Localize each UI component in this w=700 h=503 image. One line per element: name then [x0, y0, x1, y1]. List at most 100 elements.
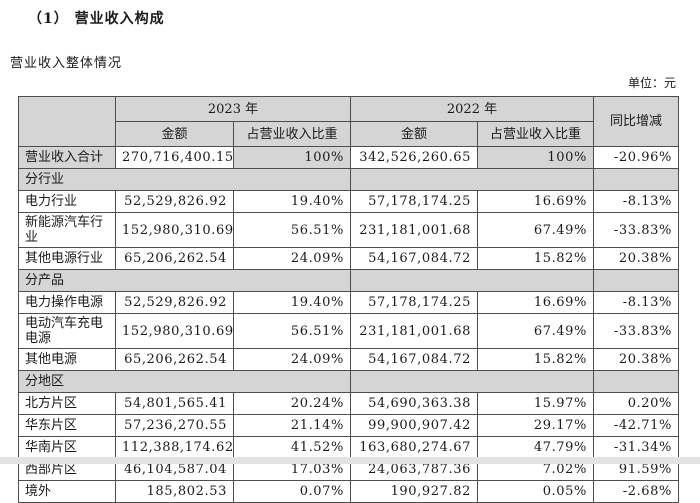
share-2023-cell: 0.07%	[233, 480, 351, 503]
section-fill-yoy	[593, 168, 679, 191]
amount-2023-cell: 65,206,262.54	[115, 247, 234, 270]
share-2022-cell: 16.69%	[477, 190, 594, 213]
amount-2022-header: 金额	[350, 121, 478, 147]
share-2023-cell: 19.40%	[233, 291, 351, 314]
section-fill-yoy	[593, 370, 679, 393]
yoy-cell: -33.83%	[593, 212, 679, 248]
amount-2022-cell: 163,680,274.67	[350, 436, 478, 459]
section-row: 分行业	[18, 168, 679, 191]
amount-2023-cell: 65,206,262.54	[115, 348, 234, 371]
table-row: 电力操作电源 52,529,826.92 19.40% 57,178,174.25 16…	[18, 291, 679, 314]
share-2023-cell: 21.14%	[233, 414, 351, 437]
row-label-cell: 北方片区	[18, 392, 116, 415]
yoy-cell: -8.13%	[593, 190, 679, 213]
share-2023-cell: 56.51%	[233, 313, 351, 349]
amount-2022-cell: 342,526,260.65	[350, 146, 478, 169]
row-label-cell: 新能源汽车行业	[18, 212, 116, 248]
revenue-composition-table: 2023 年 2022 年 同比增减 金额 占营业收入比重 金额 占营业收入比重…	[18, 96, 679, 503]
row-label-cell: 电力行业	[18, 190, 116, 213]
share-2022-cell: 15.97%	[477, 392, 594, 415]
amount-2023-cell: 185,802.53	[115, 480, 234, 503]
section-fill-2022	[350, 168, 594, 191]
share-2023-cell: 24.09%	[233, 348, 351, 371]
share-2023-header: 占营业收入比重	[233, 121, 351, 147]
share-2023-cell: 56.51%	[233, 212, 351, 248]
section-fill-2022	[350, 269, 594, 292]
section-row: 分产品	[18, 269, 679, 292]
row-label-cell: 华东片区	[18, 414, 116, 437]
row-label-cell: 其他电源	[18, 348, 116, 371]
table-row: 北方片区 54,801,565.41 20.24% 54,690,363.38 15.9…	[18, 392, 679, 415]
amount-2023-cell: 52,529,826.92	[115, 190, 234, 213]
section-row: 分地区	[18, 370, 679, 393]
share-2022-cell: 67.49%	[477, 313, 594, 349]
share-2022-cell: 15.82%	[477, 247, 594, 270]
yoy-cell: -20.96%	[593, 146, 679, 169]
amount-2022-cell: 57,178,174.25	[350, 291, 478, 314]
amount-2023-cell: 152,980,310.69	[115, 313, 234, 349]
amount-2023-cell: 152,980,310.69	[115, 212, 234, 248]
share-2022-cell: 47.79%	[477, 436, 594, 459]
table-row: 华东片区 57,236,270.55 21.14% 99,900,907.42 29.1…	[18, 414, 679, 437]
page-title: （1） 营业收入构成	[28, 11, 165, 27]
amount-2022-cell: 54,167,084.72	[350, 348, 478, 371]
share-2023-cell: 100%	[233, 146, 351, 169]
amount-2022-cell: 54,167,084.72	[350, 247, 478, 270]
table-row: 电动汽车充电电源 152,980,310.69 56.51% 231,181,001.…	[18, 313, 679, 349]
yoy-header: 同比增减	[593, 96, 679, 147]
share-2023-cell: 20.24%	[233, 392, 351, 415]
amount-2022-cell: 231,181,001.68	[350, 313, 478, 349]
amount-2023-cell: 54,801,565.41	[115, 392, 234, 415]
amount-2022-cell: 54,690,363.38	[350, 392, 478, 415]
table-row: 新能源汽车行业 152,980,310.69 56.51% 231,181,001.6…	[18, 212, 679, 248]
yoy-cell: 0.20%	[593, 392, 679, 415]
share-2022-cell: 16.69%	[477, 291, 594, 314]
table-row: 华南片区 112,388,174.62 41.52% 163,680,274.67 47…	[18, 436, 679, 459]
amount-2023-cell: 112,388,174.62	[115, 436, 234, 459]
share-2022-cell: 15.82%	[477, 348, 594, 371]
row-label-cell: 其他电源行业	[18, 247, 116, 270]
yoy-cell: -2.68%	[593, 480, 679, 503]
amount-2022-cell: 57,178,174.25	[350, 190, 478, 213]
amount-2022-cell: 99,900,907.42	[350, 414, 478, 437]
share-2022-cell: 0.05%	[477, 480, 594, 503]
table-header-row-measures: 金额 占营业收入比重 金额 占营业收入比重	[19, 121, 679, 147]
table-row: 其他电源 65,206,262.54 24.09% 54,167,084.72 15.8…	[18, 348, 679, 371]
yoy-cell: -8.13%	[593, 291, 679, 314]
table-row: 电力行业 52,529,826.92 19.40% 57,178,174.25 16.6…	[18, 190, 679, 213]
year-2022-header: 2022 年	[350, 96, 594, 122]
section-fill-yoy	[593, 269, 679, 292]
section-title-cell: 分行业	[18, 168, 351, 191]
share-2022-cell: 100%	[477, 146, 594, 169]
share-2022-cell: 29.17%	[477, 414, 594, 437]
table-row: 其他电源行业 65,206,262.54 24.09% 54,167,084.72 15…	[18, 247, 679, 270]
section-title-cell: 分产品	[18, 269, 351, 292]
amount-2022-cell: 190,927.82	[350, 480, 478, 503]
share-2023-cell: 41.52%	[233, 436, 351, 459]
year-2023-header: 2023 年	[115, 96, 351, 122]
amount-2023-header: 金额	[115, 121, 234, 147]
section-subtitle: 营业收入整体情况	[10, 56, 123, 71]
row-label-cell: 华南片区	[18, 436, 116, 459]
table-row: 境外 185,802.53 0.07% 190,927.82 0.05% -2.68%	[18, 480, 679, 503]
row-label-cell: 电力操作电源	[18, 291, 116, 314]
unit-label: 单位：元	[627, 76, 676, 90]
share-2022-cell: 67.49%	[477, 212, 594, 248]
amount-2023-cell: 270,716,400.15	[115, 146, 234, 169]
page-bottom-edge	[0, 457, 700, 464]
yoy-cell: 20.38%	[593, 348, 679, 371]
section-fill-2022	[350, 370, 594, 393]
yoy-cell: -31.34%	[593, 436, 679, 459]
share-2023-cell: 24.09%	[233, 247, 351, 270]
total-row: 营业收入合计 270,716,400.15 100% 342,526,260.65 10…	[18, 146, 679, 169]
table-header-row-years: 2023 年 2022 年 同比增减	[18, 96, 679, 147]
corner-cell	[18, 96, 116, 147]
yoy-cell: 20.38%	[593, 247, 679, 270]
share-2022-header: 占营业收入比重	[477, 121, 594, 147]
yoy-cell: -42.71%	[593, 414, 679, 437]
row-label-cell: 营业收入合计	[18, 146, 116, 169]
row-label-cell: 境外	[18, 480, 116, 503]
section-title-cell: 分地区	[18, 370, 351, 393]
amount-2022-cell: 231,181,001.68	[350, 212, 478, 248]
row-label-cell: 电动汽车充电电源	[18, 313, 116, 349]
